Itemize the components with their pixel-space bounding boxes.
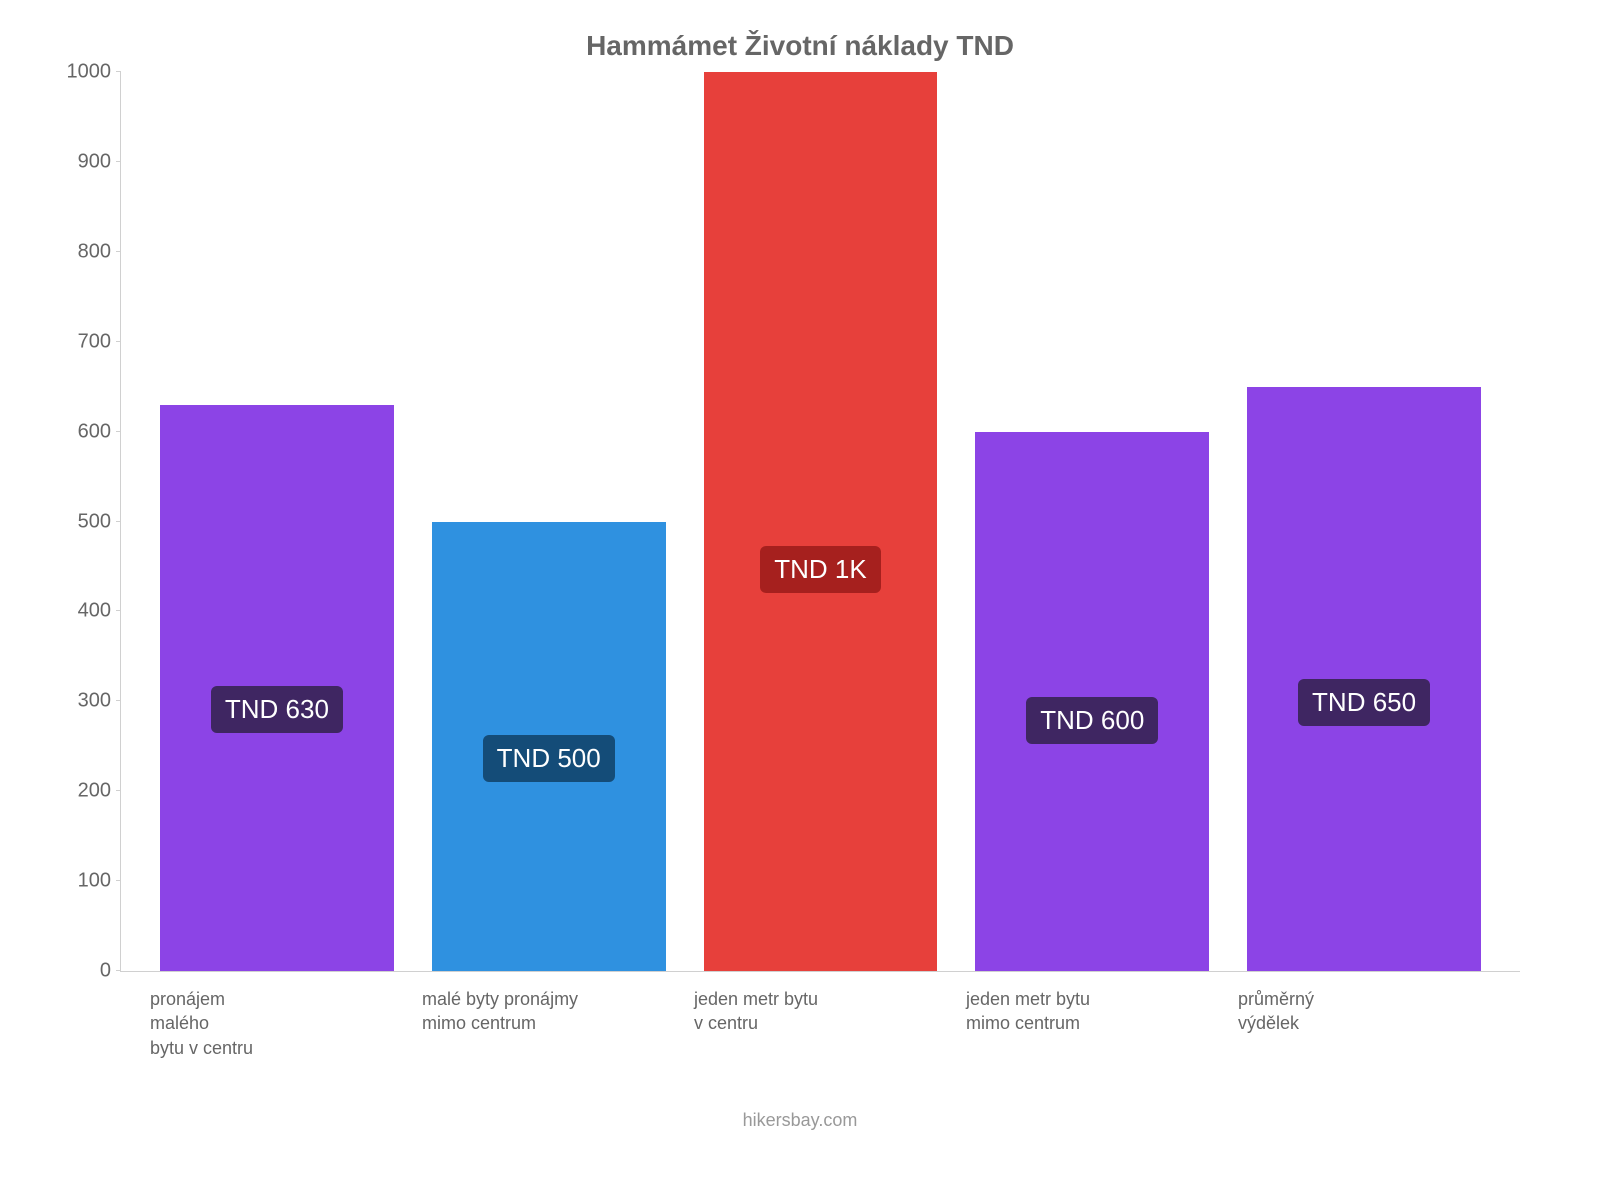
x-axis-label: průměrnývýdělek xyxy=(1228,987,1500,1060)
y-tick-mark xyxy=(116,970,121,971)
y-tick-mark xyxy=(116,251,121,252)
bar-slot: TND 600 xyxy=(956,72,1228,971)
x-axis-label: malé byty pronájmymimo centrum xyxy=(412,987,684,1060)
value-badge: TND 500 xyxy=(483,735,615,782)
y-tick-mark xyxy=(116,341,121,342)
y-tick-mark xyxy=(116,790,121,791)
x-axis-labels: pronájemmaléhobytu v centrumalé byty pro… xyxy=(120,987,1520,1060)
y-tick-mark xyxy=(116,71,121,72)
value-badge: TND 1K xyxy=(760,546,880,593)
value-badge: TND 600 xyxy=(1026,697,1158,744)
y-tick-label: 200 xyxy=(61,780,111,803)
y-tick-label: 800 xyxy=(61,240,111,263)
y-tick-mark xyxy=(116,521,121,522)
bar-slot: TND 650 xyxy=(1228,72,1500,971)
y-tick-mark xyxy=(116,700,121,701)
plot-area: TND 630TND 500TND 1KTND 600TND 650 01002… xyxy=(120,72,1520,972)
y-tick-label: 1000 xyxy=(61,61,111,84)
bar-slot: TND 630 xyxy=(141,72,413,971)
y-tick-label: 300 xyxy=(61,690,111,713)
chart-container: Hammámet Životní náklady TND TND 630TND … xyxy=(0,0,1600,1200)
bar-slot: TND 500 xyxy=(413,72,685,971)
x-axis-label: jeden metr bytumimo centrum xyxy=(956,987,1228,1060)
y-tick-label: 100 xyxy=(61,870,111,893)
y-tick-mark xyxy=(116,161,121,162)
y-tick-label: 0 xyxy=(61,960,111,983)
bar: TND 650 xyxy=(1247,387,1481,971)
y-tick-label: 600 xyxy=(61,420,111,443)
x-axis-label: pronájemmaléhobytu v centru xyxy=(140,987,412,1060)
bar: TND 1K xyxy=(704,72,938,971)
x-axis-label: jeden metr bytuv centru xyxy=(684,987,956,1060)
bar-slot: TND 1K xyxy=(685,72,957,971)
y-tick-mark xyxy=(116,610,121,611)
bar: TND 500 xyxy=(432,522,666,972)
y-tick-mark xyxy=(116,880,121,881)
y-tick-label: 400 xyxy=(61,600,111,623)
y-tick-label: 500 xyxy=(61,510,111,533)
bars-group: TND 630 TND 500 TND 1K TND 600 TND 650 xyxy=(121,72,1520,971)
chart-title: Hammámet Životní náklady TND xyxy=(40,30,1560,62)
y-tick-mark xyxy=(116,431,121,432)
y-tick-label: 700 xyxy=(61,330,111,353)
value-badge: TND 630 xyxy=(211,686,343,733)
value-badge: TND 650 xyxy=(1298,679,1430,726)
y-tick-label: 900 xyxy=(61,150,111,173)
attribution-text: hikersbay.com xyxy=(40,1110,1560,1131)
bar: TND 630 xyxy=(160,405,394,971)
bar: TND 600 xyxy=(975,432,1209,971)
